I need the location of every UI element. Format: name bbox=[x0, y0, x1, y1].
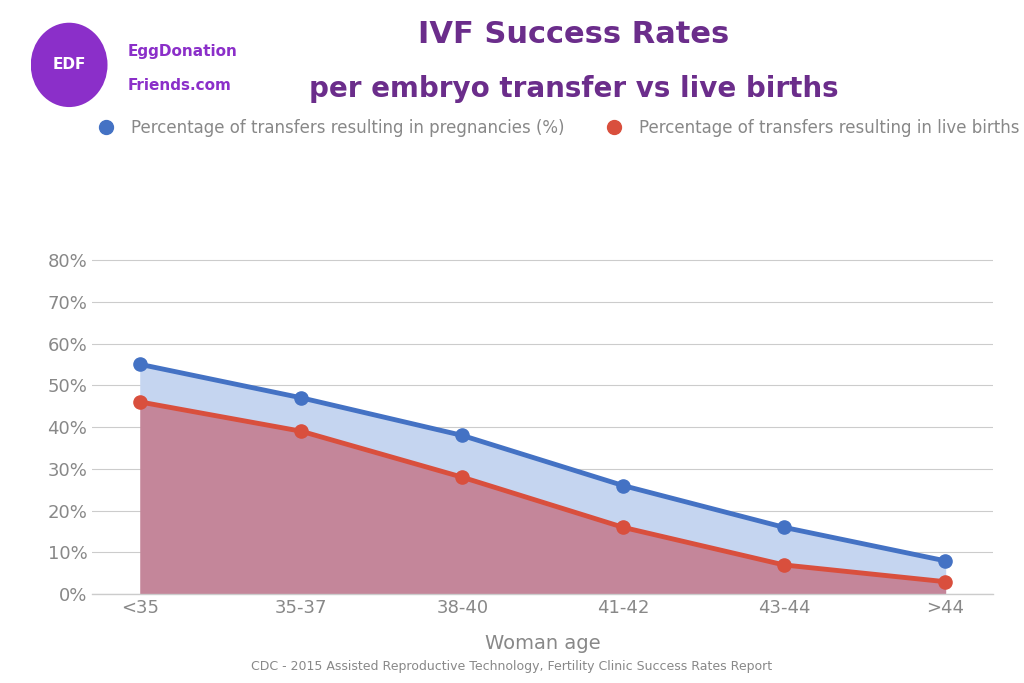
Point bbox=[293, 426, 309, 436]
Point bbox=[615, 522, 632, 533]
Text: CDC - 2015 Assisted Reproductive Technology, Fertility Clinic Success Rates Repo: CDC - 2015 Assisted Reproductive Technol… bbox=[252, 660, 772, 673]
Legend: Percentage of transfers resulting in pregnancies (%), Percentage of transfers re: Percentage of transfers resulting in pre… bbox=[83, 113, 1024, 143]
Point bbox=[132, 359, 148, 370]
Text: EggDonation: EggDonation bbox=[128, 44, 238, 59]
Text: IVF Success Rates: IVF Success Rates bbox=[418, 20, 729, 49]
Point bbox=[937, 576, 953, 587]
Text: Friends.com: Friends.com bbox=[128, 78, 231, 93]
Point bbox=[293, 392, 309, 403]
Point bbox=[454, 430, 470, 441]
Point bbox=[454, 472, 470, 483]
Point bbox=[776, 559, 793, 570]
Point bbox=[615, 480, 632, 491]
Text: per embryo transfer vs live births: per embryo transfer vs live births bbox=[308, 75, 839, 103]
Text: EDF: EDF bbox=[52, 57, 86, 72]
Point bbox=[132, 397, 148, 408]
Point bbox=[776, 522, 793, 533]
Point bbox=[937, 555, 953, 566]
Ellipse shape bbox=[31, 23, 108, 107]
X-axis label: Woman age: Woman age bbox=[485, 634, 600, 653]
